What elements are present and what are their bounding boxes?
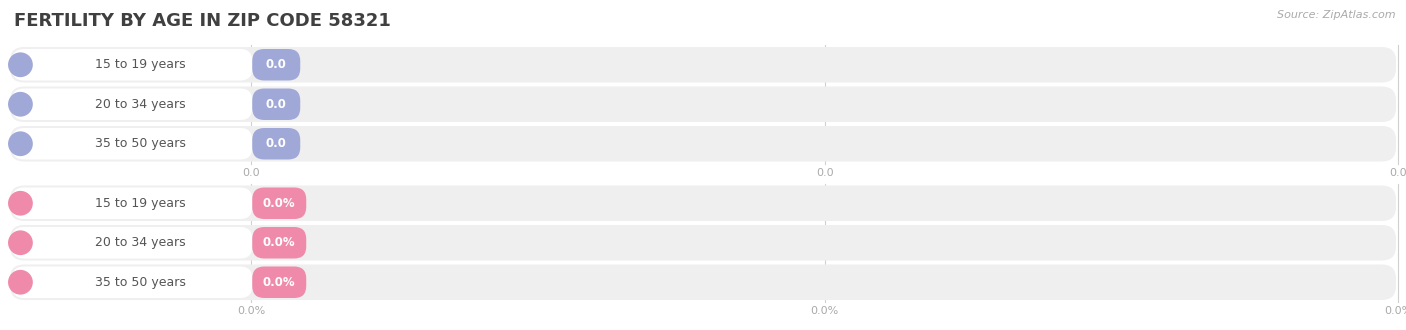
Text: 0.0%: 0.0% — [238, 306, 266, 316]
FancyBboxPatch shape — [10, 225, 1396, 260]
FancyBboxPatch shape — [252, 49, 301, 81]
Text: 0.0%: 0.0% — [263, 197, 295, 210]
Text: 0.0: 0.0 — [815, 168, 834, 178]
FancyBboxPatch shape — [13, 187, 252, 219]
Text: 20 to 34 years: 20 to 34 years — [94, 236, 186, 249]
Text: 0.0: 0.0 — [242, 168, 260, 178]
Text: 0.0%: 0.0% — [1384, 306, 1406, 316]
FancyBboxPatch shape — [252, 128, 301, 159]
FancyBboxPatch shape — [252, 267, 307, 298]
Text: 0.0: 0.0 — [266, 137, 287, 150]
Circle shape — [8, 131, 32, 156]
Text: 0.0: 0.0 — [266, 58, 287, 71]
FancyBboxPatch shape — [13, 128, 252, 159]
Text: FERTILITY BY AGE IN ZIP CODE 58321: FERTILITY BY AGE IN ZIP CODE 58321 — [14, 12, 391, 30]
Circle shape — [8, 52, 32, 77]
Circle shape — [8, 270, 32, 295]
Text: 0.0%: 0.0% — [263, 236, 295, 249]
Text: 35 to 50 years: 35 to 50 years — [94, 137, 186, 150]
FancyBboxPatch shape — [10, 265, 1396, 300]
Text: 0.0%: 0.0% — [810, 306, 839, 316]
FancyBboxPatch shape — [252, 227, 307, 258]
Circle shape — [8, 92, 32, 116]
FancyBboxPatch shape — [252, 187, 307, 219]
FancyBboxPatch shape — [13, 267, 252, 298]
Circle shape — [8, 230, 32, 255]
FancyBboxPatch shape — [10, 185, 1396, 221]
Text: 0.0: 0.0 — [266, 98, 287, 111]
Text: Source: ZipAtlas.com: Source: ZipAtlas.com — [1278, 10, 1396, 20]
Text: 15 to 19 years: 15 to 19 years — [94, 197, 186, 210]
FancyBboxPatch shape — [13, 227, 252, 258]
Text: 20 to 34 years: 20 to 34 years — [94, 98, 186, 111]
Circle shape — [8, 191, 32, 215]
FancyBboxPatch shape — [13, 88, 252, 120]
FancyBboxPatch shape — [252, 88, 301, 120]
FancyBboxPatch shape — [10, 47, 1396, 82]
FancyBboxPatch shape — [10, 86, 1396, 122]
FancyBboxPatch shape — [13, 49, 252, 81]
FancyBboxPatch shape — [10, 126, 1396, 161]
Text: 0.0%: 0.0% — [263, 276, 295, 289]
Text: 15 to 19 years: 15 to 19 years — [94, 58, 186, 71]
Text: 0.0: 0.0 — [1389, 168, 1406, 178]
Text: 35 to 50 years: 35 to 50 years — [94, 276, 186, 289]
